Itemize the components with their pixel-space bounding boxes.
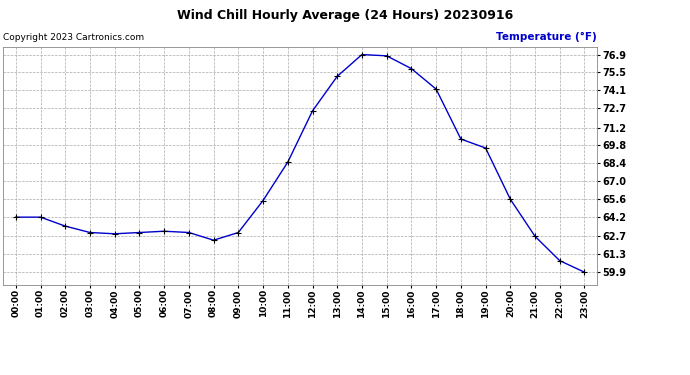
Text: Temperature (°F): Temperature (°F)	[496, 32, 597, 42]
Text: Wind Chill Hourly Average (24 Hours) 20230916: Wind Chill Hourly Average (24 Hours) 202…	[177, 9, 513, 22]
Text: Copyright 2023 Cartronics.com: Copyright 2023 Cartronics.com	[3, 33, 145, 42]
